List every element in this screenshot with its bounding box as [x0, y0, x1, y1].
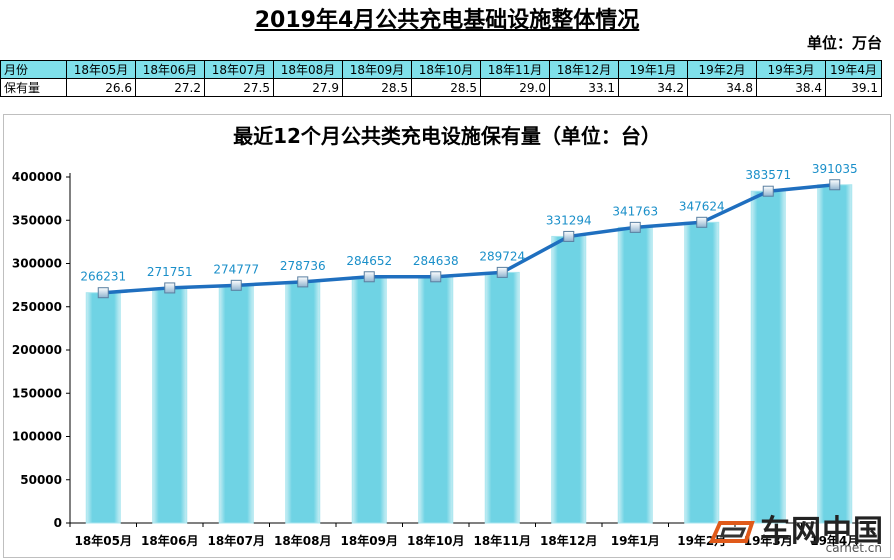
data-label: 271751: [147, 265, 193, 279]
data-label: 278736: [280, 259, 326, 273]
y-tick-label: 50000: [20, 473, 62, 487]
summary-value-cell: 28.5: [342, 78, 412, 97]
summary-value-cell: 33.1: [549, 78, 619, 97]
bar: [684, 221, 720, 524]
car-logo-icon: [708, 521, 755, 543]
y-tick-label: 350000: [12, 213, 62, 227]
y-tick-label: 300000: [12, 257, 62, 271]
summary-month-cell: 19年4月: [825, 60, 882, 79]
x-tick-label: 18年05月: [75, 533, 132, 548]
bar: [418, 276, 454, 524]
data-label: 383571: [745, 168, 791, 182]
summary-value-cell: 27.9: [273, 78, 343, 97]
summary-month-cell: 18年05月: [66, 60, 136, 79]
line-marker: [230, 279, 242, 291]
line-marker: [297, 276, 309, 288]
summary-table: 月份 18年05月 18年06月 18年07月 18年08月 18年09月 18年10月 1…: [0, 60, 882, 97]
unit-note: 单位：万台: [806, 34, 882, 52]
summary-value-cell: 28.5: [411, 78, 481, 97]
summary-header-row: 月份 18年05月 18年06月 18年07月 18年08月 18年09月 18年10月 1…: [0, 60, 882, 79]
x-tick-label: 18年11月: [474, 533, 531, 548]
bar: [218, 284, 254, 524]
line-marker: [496, 266, 508, 278]
y-tick-label: 250000: [12, 300, 62, 314]
line-marker: [164, 282, 176, 294]
watermark-url: carnet.cn: [825, 541, 882, 555]
summary-value-row: 保有量 26.6 27.2 27.5 27.9 28.5 28.5 29.0 33.1 34.2…: [0, 78, 882, 97]
line-marker: [629, 221, 641, 233]
summary-month-cell: 18年10月: [411, 60, 481, 79]
bar: [285, 281, 321, 524]
data-label: 284638: [413, 254, 459, 268]
data-label: 284652: [346, 254, 392, 268]
summary-value-cell: 39.1: [825, 78, 882, 97]
summary-month-cell: 18年07月: [204, 60, 274, 79]
summary-month-cell: 18年08月: [273, 60, 343, 79]
data-label: 347624: [679, 199, 725, 213]
data-label: 391035: [812, 162, 858, 176]
summary-value-cell: 34.2: [618, 78, 688, 97]
summary-month-cell: 19年1月: [618, 60, 688, 79]
watermark: 车网中国: [706, 515, 884, 549]
chart-title: 最近12个月公共类充电设施保有量（单位：台）: [233, 124, 661, 148]
summary-month-cell: 18年09月: [342, 60, 412, 79]
x-tick-label: 19年1月: [611, 533, 660, 548]
series-line: [103, 183, 835, 295]
summary-value-cell: 26.6: [66, 78, 136, 97]
y-tick-label: 400000: [12, 170, 62, 184]
summary-value-cell: 38.4: [756, 78, 826, 97]
line-marker: [97, 287, 109, 299]
bar: [617, 226, 653, 524]
bar: [750, 190, 786, 524]
data-label: 341763: [612, 204, 658, 218]
x-tick-label: 18年10月: [407, 533, 464, 548]
y-tick-label: 150000: [12, 386, 62, 400]
line-marker: [430, 271, 442, 283]
x-tick-label: 18年09月: [341, 533, 398, 548]
watermark-text: 车网中国: [760, 514, 884, 549]
x-tick-label: 18年06月: [141, 533, 198, 548]
data-label: 289724: [479, 249, 525, 263]
bar-line-chart: 最近12个月公共类充电设施保有量（单位：台） 0 50000 100000 15000…: [12, 124, 869, 548]
bar: [551, 235, 587, 524]
summary-month-cell: 18年12月: [549, 60, 619, 79]
summary-value-cell: 27.5: [204, 78, 274, 97]
bar: [152, 287, 188, 524]
y-tick-label: 200000: [12, 343, 62, 357]
x-tick-label: 18年07月: [208, 533, 265, 548]
bar: [85, 292, 121, 524]
summary-row-label-month: 月份: [0, 60, 67, 79]
y-tick-label: 100000: [12, 430, 62, 444]
summary-row-label-value: 保有量: [0, 78, 67, 97]
bar: [817, 184, 853, 524]
line-marker: [696, 216, 708, 228]
data-label: 331294: [546, 213, 592, 227]
y-tick-label: 0: [54, 516, 62, 530]
data-label: 266231: [80, 270, 126, 284]
line-marker: [563, 230, 575, 242]
summary-value-cell: 34.8: [687, 78, 757, 97]
data-label: 274777: [213, 262, 259, 276]
x-tick-label: 19年4月: [810, 533, 859, 548]
line-marker: [829, 179, 841, 191]
page-title: 2019年4月公共充电基础设施整体情况: [254, 8, 640, 33]
bar: [351, 276, 387, 524]
summary-month-cell: 19年2月: [687, 60, 757, 79]
line-marker: [363, 271, 375, 283]
chart-frame: 最近12个月公共类充电设施保有量（单位：台） 0 50000 100000 15000…: [3, 114, 891, 558]
bar: [484, 271, 520, 524]
summary-month-cell: 19年3月: [756, 60, 826, 79]
line-marker: [762, 185, 774, 197]
summary-value-cell: 27.2: [135, 78, 205, 97]
summary-month-cell: 18年11月: [480, 60, 550, 79]
x-tick-label: 18年08月: [274, 533, 331, 548]
x-tick-label: 18年12月: [540, 533, 597, 548]
summary-value-cell: 29.0: [480, 78, 550, 97]
x-tick-label: 19年3月: [744, 533, 793, 548]
summary-month-cell: 18年06月: [135, 60, 205, 79]
